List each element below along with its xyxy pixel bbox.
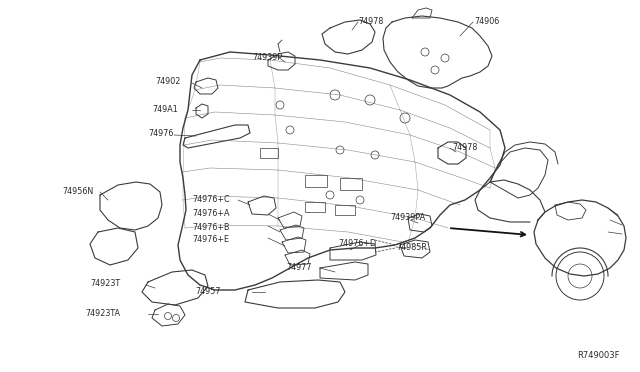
Text: 74939PA: 74939PA xyxy=(390,214,425,222)
Text: 74977: 74977 xyxy=(286,263,312,273)
Text: R749003F: R749003F xyxy=(577,351,620,360)
Text: 74976+B: 74976+B xyxy=(192,222,230,231)
Bar xyxy=(340,178,362,190)
Bar xyxy=(305,202,325,212)
Text: 74985R: 74985R xyxy=(396,244,427,253)
Text: 74957: 74957 xyxy=(195,288,221,296)
Text: 74923T: 74923T xyxy=(90,279,120,289)
Bar xyxy=(335,205,355,215)
Text: 74978: 74978 xyxy=(358,17,383,26)
Text: 749A1: 749A1 xyxy=(152,106,178,115)
Text: 74902: 74902 xyxy=(155,77,180,87)
Text: 74976: 74976 xyxy=(148,128,173,138)
Text: 74956N: 74956N xyxy=(62,187,93,196)
Text: 74939P: 74939P xyxy=(252,52,282,61)
Text: 74906: 74906 xyxy=(474,17,499,26)
Text: 74976+E: 74976+E xyxy=(192,235,229,244)
Text: 74976+C: 74976+C xyxy=(192,196,230,205)
Text: 74978: 74978 xyxy=(452,144,477,153)
Bar xyxy=(260,148,278,158)
Text: 74976+A: 74976+A xyxy=(192,209,230,218)
Text: 74923TA: 74923TA xyxy=(85,310,120,318)
Text: 74976+D: 74976+D xyxy=(338,240,376,248)
Bar xyxy=(305,175,327,187)
